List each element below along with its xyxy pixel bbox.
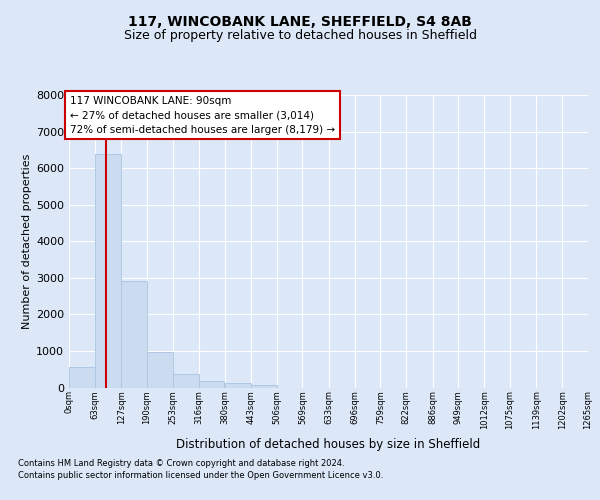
Text: 117 WINCOBANK LANE: 90sqm
← 27% of detached houses are smaller (3,014)
72% of se: 117 WINCOBANK LANE: 90sqm ← 27% of detac…	[70, 96, 335, 134]
Text: Contains public sector information licensed under the Open Government Licence v3: Contains public sector information licen…	[18, 470, 383, 480]
Bar	[95, 154, 121, 388]
Text: Contains HM Land Registry data © Crown copyright and database right 2024.: Contains HM Land Registry data © Crown c…	[18, 460, 344, 468]
Bar	[69, 367, 95, 388]
Text: Size of property relative to detached houses in Sheffield: Size of property relative to detached ho…	[124, 28, 476, 42]
X-axis label: Distribution of detached houses by size in Sheffield: Distribution of detached houses by size …	[176, 438, 481, 450]
Bar	[147, 352, 173, 388]
Text: 117, WINCOBANK LANE, SHEFFIELD, S4 8AB: 117, WINCOBANK LANE, SHEFFIELD, S4 8AB	[128, 16, 472, 30]
Bar	[251, 386, 277, 388]
Bar	[225, 384, 251, 388]
Bar	[121, 280, 147, 388]
Bar	[173, 374, 199, 388]
Y-axis label: Number of detached properties: Number of detached properties	[22, 154, 32, 329]
Bar	[199, 382, 224, 388]
